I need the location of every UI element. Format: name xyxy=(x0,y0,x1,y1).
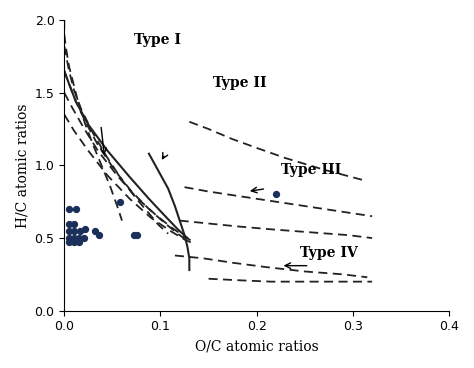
Text: Type III: Type III xyxy=(281,163,341,177)
Text: Type I: Type I xyxy=(134,33,181,47)
Point xyxy=(130,232,137,238)
Point xyxy=(72,206,80,212)
Text: Type IV: Type IV xyxy=(300,245,358,259)
Y-axis label: H/C atomic ratios: H/C atomic ratios xyxy=(15,103,29,228)
X-axis label: O/C atomic ratios: O/C atomic ratios xyxy=(195,339,319,353)
Point xyxy=(80,235,87,241)
Point xyxy=(75,240,82,245)
Point xyxy=(116,199,124,205)
Point xyxy=(272,191,280,197)
Text: Type II: Type II xyxy=(213,75,267,89)
Point xyxy=(91,228,99,234)
Point xyxy=(65,220,73,226)
Point xyxy=(70,235,78,241)
Point xyxy=(134,232,141,238)
Point xyxy=(70,220,78,226)
Point xyxy=(65,228,73,234)
Point xyxy=(95,232,103,238)
Point xyxy=(65,240,73,245)
Point xyxy=(65,235,73,241)
Point xyxy=(65,206,73,212)
Point xyxy=(70,228,78,234)
Point xyxy=(76,228,83,234)
Point xyxy=(82,226,89,232)
Point xyxy=(75,235,82,241)
Point xyxy=(70,240,78,245)
